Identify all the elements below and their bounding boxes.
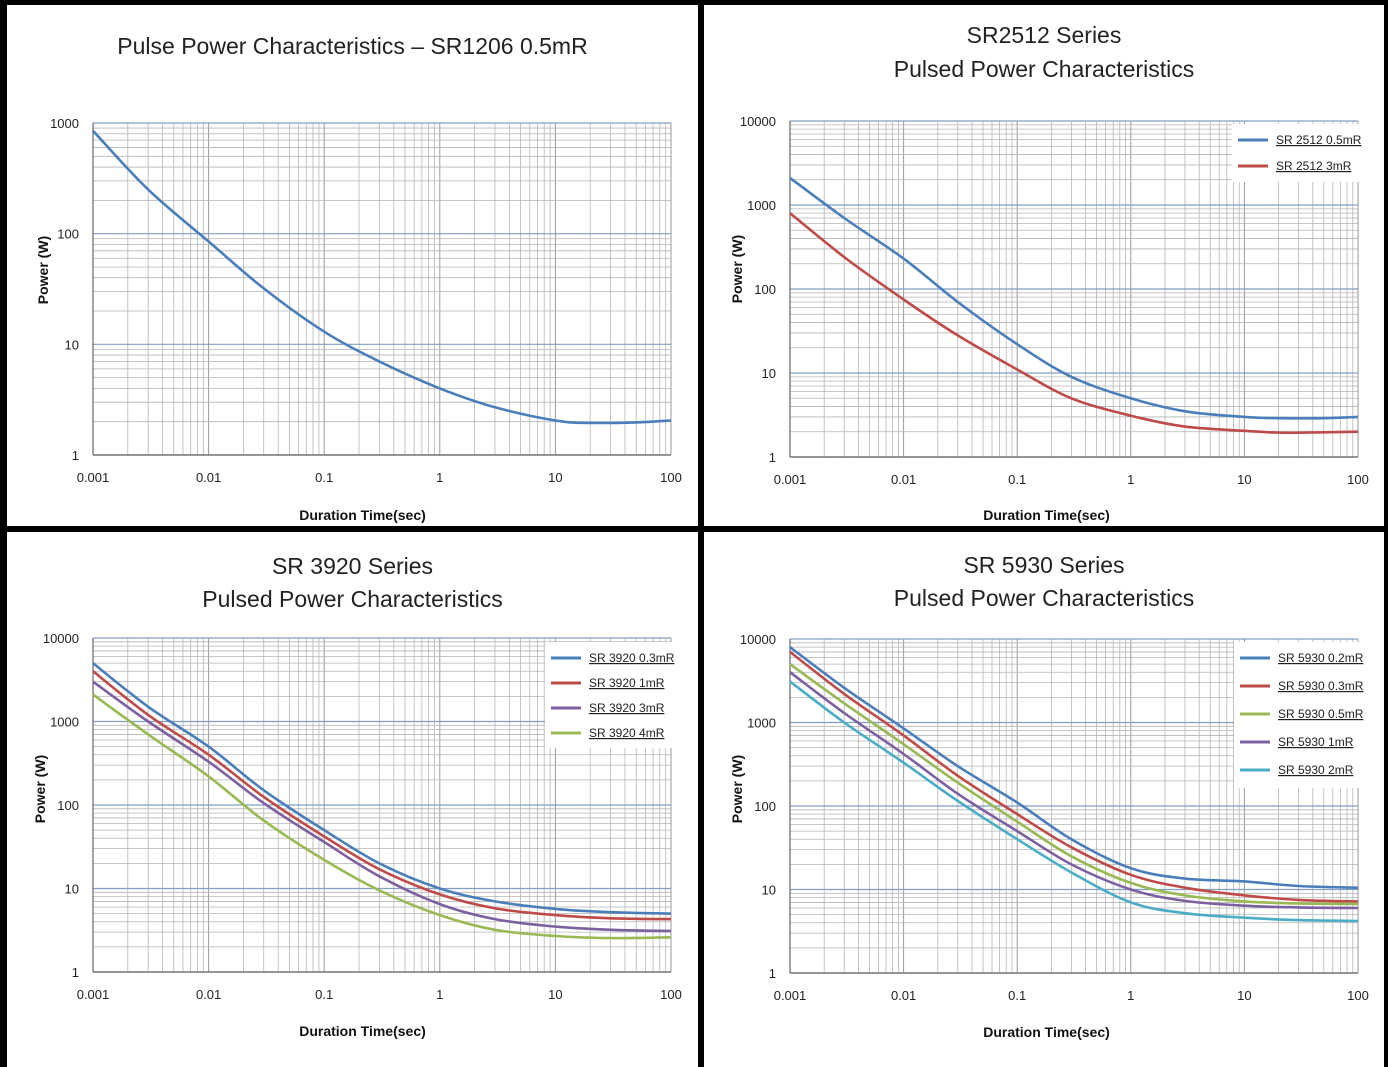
legend-entry: SR 2512 0.5mR	[1276, 133, 1362, 147]
grid-lines	[92, 637, 672, 973]
x-tick-label: 0.001	[77, 987, 110, 1002]
chart-title-line-2: Pulsed Power Characteristics	[202, 586, 503, 612]
series-line-1	[789, 212, 1359, 434]
legend: SR 3920 0.3mR SR 3920 1mR SR 3920 3mR SR 39…	[545, 642, 687, 748]
x-tick-label: 1	[436, 470, 443, 485]
series-line-0	[789, 646, 1359, 889]
series-line-3	[789, 671, 1359, 910]
y-tick-label: 1	[72, 965, 79, 980]
series-line-0	[789, 176, 1359, 420]
x-tick-label: 10	[548, 470, 562, 485]
x-tick-label: 10	[1237, 472, 1251, 487]
x-tick-label: 1	[436, 987, 443, 1002]
x-tick-label: 0.01	[891, 988, 916, 1003]
y-tick-label: 10	[762, 883, 776, 898]
y-tick-label: 100	[754, 799, 776, 814]
y-tick-label: 1	[72, 448, 79, 463]
series-line-0	[92, 662, 672, 915]
x-tick-label: 1	[1127, 988, 1134, 1003]
x-tick-label: 0.01	[196, 987, 221, 1002]
x-tick-label: 100	[1347, 472, 1369, 487]
legend: SR 2512 0.5mR SR 2512 3mR	[1232, 124, 1364, 182]
legend-entry: SR 5930 1mR	[1278, 735, 1354, 749]
x-axis-label: Duration Time(sec)	[983, 507, 1110, 523]
legend-entry: SR 5930 0.3mR	[1278, 679, 1364, 693]
series-line-2	[92, 680, 672, 933]
x-tick-label: 0.1	[1008, 988, 1026, 1003]
chart-title-line-1: SR 5930 Series	[963, 552, 1125, 578]
series-line-2	[789, 663, 1359, 906]
y-tick-label: 1000	[747, 716, 776, 731]
x-tick-label: 1	[1127, 472, 1134, 487]
chart-panel-sr3920: SR 3920 Series Pulsed Power Characterist…	[7, 532, 698, 1067]
chart-title: Pulse Power Characteristics – SR1206 0.5…	[117, 33, 588, 59]
chart-plot-sr5930: 0.001 0.01 0.1 1 10 100 1 10 100 1000 10000 SR 5930…	[740, 632, 1374, 1003]
legend-entry: SR 3920 1mR	[589, 676, 665, 690]
series-line-4	[789, 680, 1359, 923]
series-line-3	[92, 693, 672, 940]
x-tick-label: 0.001	[774, 472, 807, 487]
series-line-0	[92, 129, 672, 425]
chart-plot-sr3920: 0.001 0.01 0.1 1 10 100 1 10 100 1000 10000 SR 3920…	[43, 631, 687, 1002]
x-tick-label: 0.001	[77, 470, 110, 485]
x-tick-label: 10	[1237, 988, 1251, 1003]
y-tick-label: 10	[65, 882, 79, 897]
chart-panel-sr2512: SR2512 Series Pulsed Power Characteristi…	[704, 5, 1384, 526]
legend-box	[1232, 124, 1364, 182]
x-tick-label: 0.001	[774, 988, 807, 1003]
y-tick-label: 100	[57, 798, 79, 813]
chart-title-line-2: Pulsed Power Characteristics	[893, 56, 1195, 82]
chart-title-line-2: Pulsed Power Characteristics	[893, 585, 1195, 611]
x-axis-label: Duration Time(sec)	[299, 1023, 426, 1039]
x-tick-label: 100	[660, 470, 682, 485]
legend: SR 5930 0.2mR SR 5930 0.3mR SR 5930 0.5mR S…	[1234, 642, 1374, 788]
grid-lines	[92, 122, 672, 456]
y-tick-label: 10000	[740, 114, 776, 129]
y-tick-label: 10	[65, 337, 79, 352]
x-tick-label: 0.1	[315, 470, 333, 485]
y-tick-label: 1	[769, 450, 776, 465]
legend-entry: SR 2512 3mR	[1276, 159, 1352, 173]
y-tick-label: 1	[769, 966, 776, 981]
x-tick-label: 0.1	[1008, 472, 1026, 487]
x-axis-label: Duration Time(sec)	[299, 507, 426, 523]
series-line-1	[789, 650, 1359, 903]
y-tick-label: 10	[762, 366, 776, 381]
x-tick-label: 0.1	[315, 987, 333, 1002]
x-tick-label: 100	[660, 987, 682, 1002]
legend-entry: SR 5930 2mR	[1278, 763, 1354, 777]
y-tick-label: 1000	[50, 715, 79, 730]
x-axis-label: Duration Time(sec)	[983, 1024, 1110, 1040]
chart-plot-sr2512: 0.001 0.01 0.1 1 10 100 1 10 100 1000 10000 SR 2512…	[740, 114, 1369, 487]
chart-plot-sr1206: 0.001 0.01 0.1 1 10 100 1 10 100 1000	[50, 116, 682, 485]
x-tick-label: 10	[548, 987, 562, 1002]
legend-entry: SR 3920 0.3mR	[589, 651, 675, 665]
x-tick-label: 0.01	[891, 472, 916, 487]
chart-title-line-1: SR 3920 Series	[271, 553, 434, 579]
y-tick-label: 1000	[50, 116, 79, 131]
y-tick-label: 100	[754, 282, 776, 297]
x-tick-label: 0.01	[196, 470, 221, 485]
series-line-1	[92, 670, 672, 921]
legend-entry: SR 3920 3mR	[589, 701, 665, 715]
chart-panel-sr5930: SR 5930 Series Pulsed Power Characterist…	[704, 532, 1384, 1067]
y-tick-label: 10000	[43, 631, 79, 646]
legend-box	[545, 642, 687, 748]
chart-panel-sr1206: Pulse Power Characteristics – SR1206 0.5…	[7, 5, 698, 526]
legend-entry: SR 5930 0.5mR	[1278, 707, 1364, 721]
x-tick-label: 100	[1347, 988, 1369, 1003]
legend-entry: SR 3920 4mR	[589, 726, 665, 740]
legend-entry: SR 5930 0.2mR	[1278, 651, 1364, 665]
y-tick-label: 1000	[747, 198, 776, 213]
y-tick-label: 100	[57, 227, 79, 242]
y-tick-label: 10000	[740, 632, 776, 647]
chart-title-line-1: SR2512 Series	[966, 22, 1122, 48]
